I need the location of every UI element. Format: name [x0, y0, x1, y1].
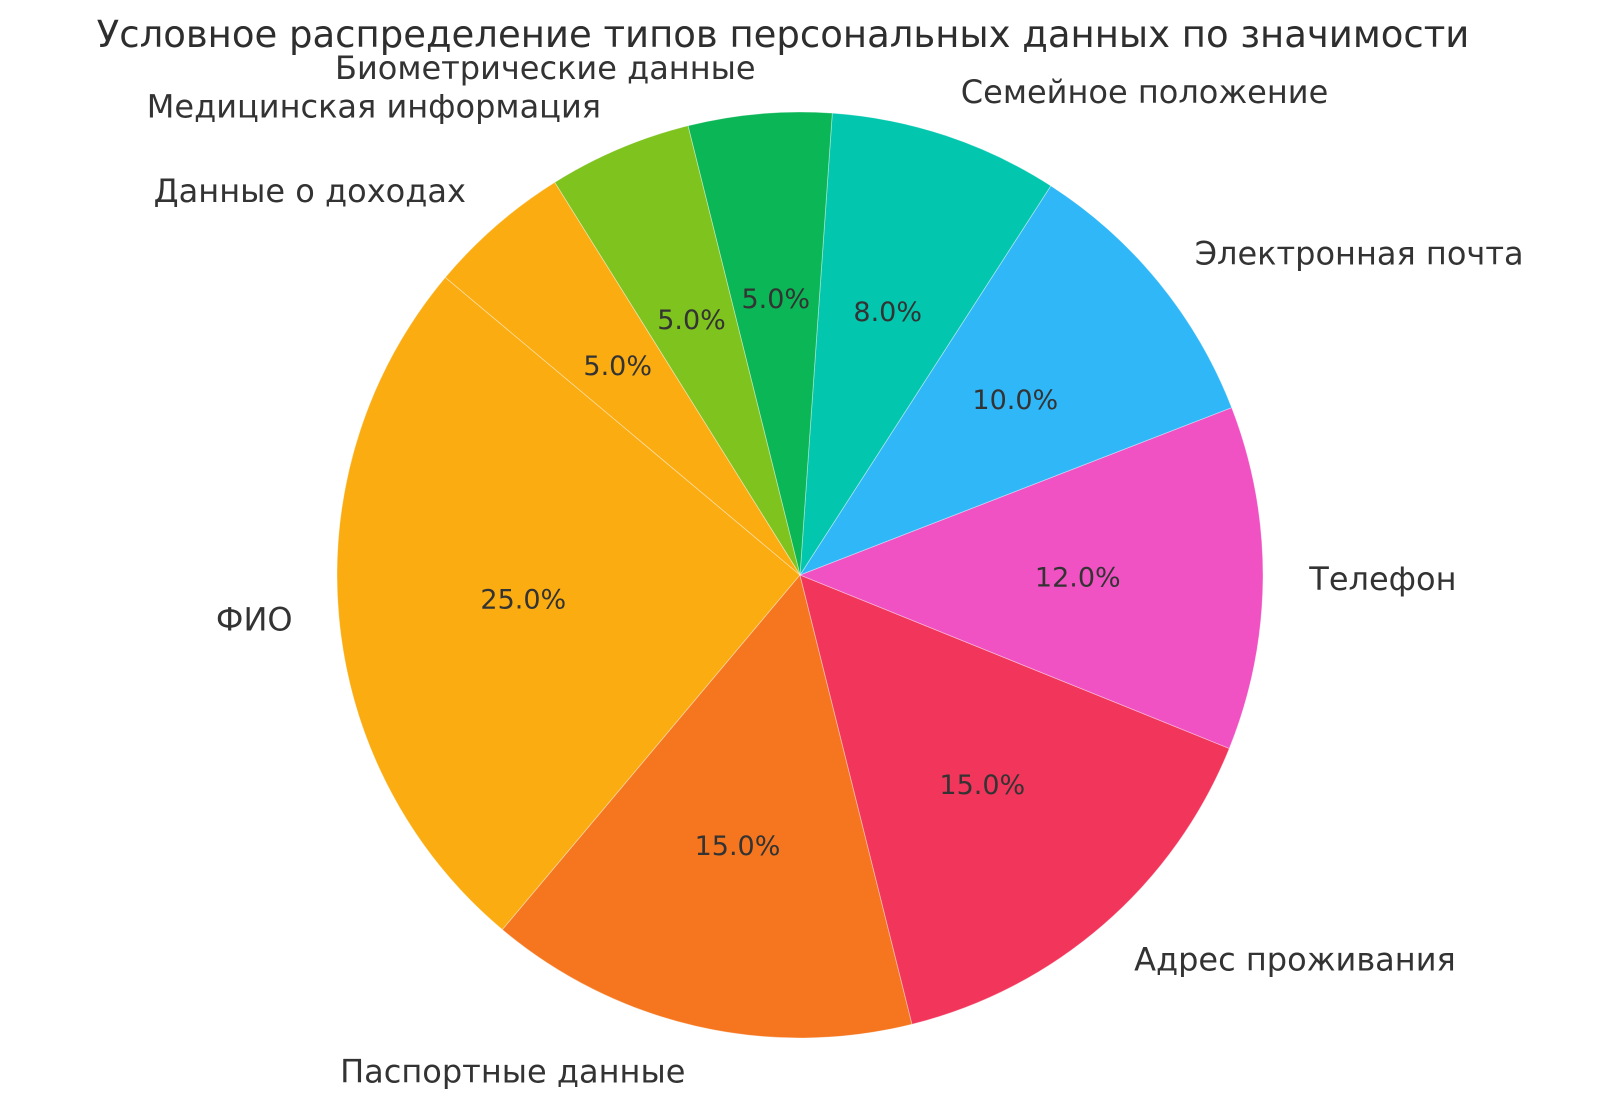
slice-label-2: Адрес проживания	[1134, 941, 1456, 979]
slice-pct-6: 5.0%	[741, 284, 810, 315]
slice-pct-3: 12.0%	[1035, 562, 1121, 593]
pie-slice-0	[336, 276, 801, 931]
slice-label-4: Электронная почта	[1195, 234, 1524, 272]
pie-slice-8	[444, 181, 801, 576]
slice-label-5: Семейное положение	[961, 73, 1328, 111]
slice-pct-0: 25.0%	[480, 585, 566, 616]
pie-slice-7	[554, 125, 801, 576]
slice-pct-7: 5.0%	[657, 305, 726, 336]
slice-label-8: Данные о доходах	[154, 172, 466, 210]
slice-pct-5: 8.0%	[853, 297, 922, 328]
chart-title: Условное распределение типов персональны…	[96, 13, 1470, 56]
pie-slice-5	[799, 112, 1052, 576]
slice-label-0: ФИО	[216, 601, 293, 639]
pie-slice-1	[501, 574, 913, 1039]
slice-pct-4: 10.0%	[972, 385, 1058, 416]
slice-label-3: Телефон	[1308, 560, 1456, 598]
slice-pct-8: 5.0%	[583, 351, 652, 382]
slice-pct-1: 15.0%	[695, 831, 781, 862]
slice-pct-2: 15.0%	[939, 770, 1025, 801]
slice-label-7: Медицинская информация	[147, 87, 601, 125]
pie-slice-6	[687, 111, 833, 576]
slice-label-1: Паспортные данные	[340, 1052, 685, 1090]
pie-slice-4	[798, 185, 1233, 576]
slice-label-6: Биометрические данные	[335, 49, 756, 87]
pie-slice-3	[798, 407, 1264, 749]
pie-slice-2	[799, 574, 1230, 1025]
